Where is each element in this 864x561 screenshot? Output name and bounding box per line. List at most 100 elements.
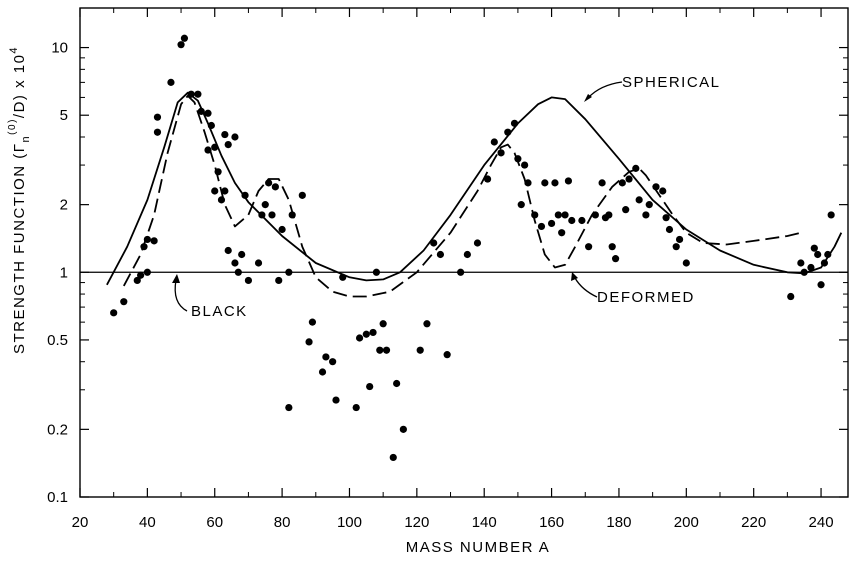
data-point <box>355 334 364 342</box>
data-point <box>231 133 239 141</box>
data-point <box>787 292 795 301</box>
x-tick-label: 140 <box>472 514 497 531</box>
data-point <box>561 211 569 219</box>
data-point <box>622 206 630 214</box>
data-point <box>797 259 805 267</box>
annotation-spherical: SPHERICAL <box>622 74 721 91</box>
data-point <box>362 330 370 338</box>
y-tick-labels: 0.1 0.2 0.5 1 2 5 10 <box>47 40 68 506</box>
x-tick-label: 160 <box>539 514 564 531</box>
x-tick-label: 20 <box>72 514 89 531</box>
data-point <box>578 216 586 225</box>
data-point <box>514 155 522 163</box>
data-point <box>187 90 195 98</box>
data-point <box>120 298 128 306</box>
data-point <box>827 211 835 219</box>
data-point <box>238 250 246 259</box>
data-point <box>490 138 498 146</box>
data-point <box>541 179 549 187</box>
data-point <box>194 90 202 98</box>
data-point <box>659 187 667 195</box>
data-points <box>110 34 835 462</box>
data-point <box>265 179 273 187</box>
arrow-black-head <box>172 274 180 283</box>
annotation-black: BLACK <box>191 303 248 320</box>
data-point <box>591 211 599 219</box>
data-point <box>537 222 546 231</box>
data-point <box>665 225 674 234</box>
data-point <box>352 403 360 412</box>
x-tick-label: 40 <box>139 514 156 531</box>
data-point <box>308 318 317 326</box>
data-point <box>221 130 229 139</box>
data-point <box>632 164 640 172</box>
arrow-spherical-head <box>584 94 592 102</box>
data-point <box>204 109 212 117</box>
data-point <box>376 346 384 354</box>
data-point <box>436 250 445 259</box>
data-point <box>379 320 387 328</box>
x-tick-label: 220 <box>741 514 766 531</box>
data-point <box>143 268 151 276</box>
y-tick-label: 5 <box>60 107 68 124</box>
arrow-deformed-head <box>571 272 578 281</box>
data-point <box>211 143 219 151</box>
data-point <box>457 268 465 276</box>
data-point <box>682 259 690 267</box>
y-tick-label: 1 <box>60 264 68 281</box>
data-point <box>672 243 680 251</box>
data-point <box>814 250 822 259</box>
data-point <box>110 309 118 317</box>
arrow-deformed <box>574 277 598 298</box>
data-point <box>510 119 519 127</box>
data-point <box>423 320 431 328</box>
data-point <box>521 161 529 169</box>
data-point <box>810 244 818 252</box>
data-point <box>524 179 532 187</box>
data-point <box>372 268 381 276</box>
data-point <box>214 168 222 176</box>
data-point <box>207 121 215 130</box>
data-point <box>399 425 407 433</box>
data-point <box>318 368 327 376</box>
data-point <box>635 196 643 204</box>
data-point <box>463 250 471 259</box>
data-point <box>517 201 525 209</box>
data-point <box>611 255 620 263</box>
data-point <box>473 239 482 247</box>
data-point <box>224 141 232 149</box>
data-point <box>382 346 391 354</box>
data-point <box>329 358 337 366</box>
y-tick-label: 0.2 <box>47 421 68 438</box>
data-point <box>652 183 660 191</box>
data-point <box>211 187 219 195</box>
data-point <box>285 403 293 412</box>
data-point <box>497 149 505 157</box>
x-tick-label: 120 <box>404 514 429 531</box>
x-tick-labels: 20 40 60 80 100 120 140 160 180 200 220 240 <box>72 514 834 531</box>
data-point <box>393 379 401 388</box>
y-tick-label: 2 <box>60 197 68 214</box>
data-point <box>642 211 650 219</box>
deformed-curve <box>123 94 802 298</box>
x-tick-label: 60 <box>206 514 223 531</box>
data-point <box>258 211 266 219</box>
data-point <box>180 34 189 42</box>
data-point <box>585 243 593 251</box>
x-tick-label: 200 <box>674 514 699 531</box>
series-layer <box>80 91 848 298</box>
data-point <box>820 259 829 267</box>
arrow-spherical <box>587 81 623 99</box>
data-point <box>224 246 232 255</box>
data-point <box>662 214 670 222</box>
data-point <box>177 41 185 49</box>
data-point <box>271 183 279 191</box>
data-point <box>298 191 306 199</box>
data-point <box>268 211 276 219</box>
data-point <box>137 271 145 279</box>
data-point <box>564 177 573 185</box>
arrow-black <box>174 279 188 312</box>
data-point <box>288 211 296 219</box>
data-point <box>824 250 832 259</box>
data-point <box>332 396 340 404</box>
